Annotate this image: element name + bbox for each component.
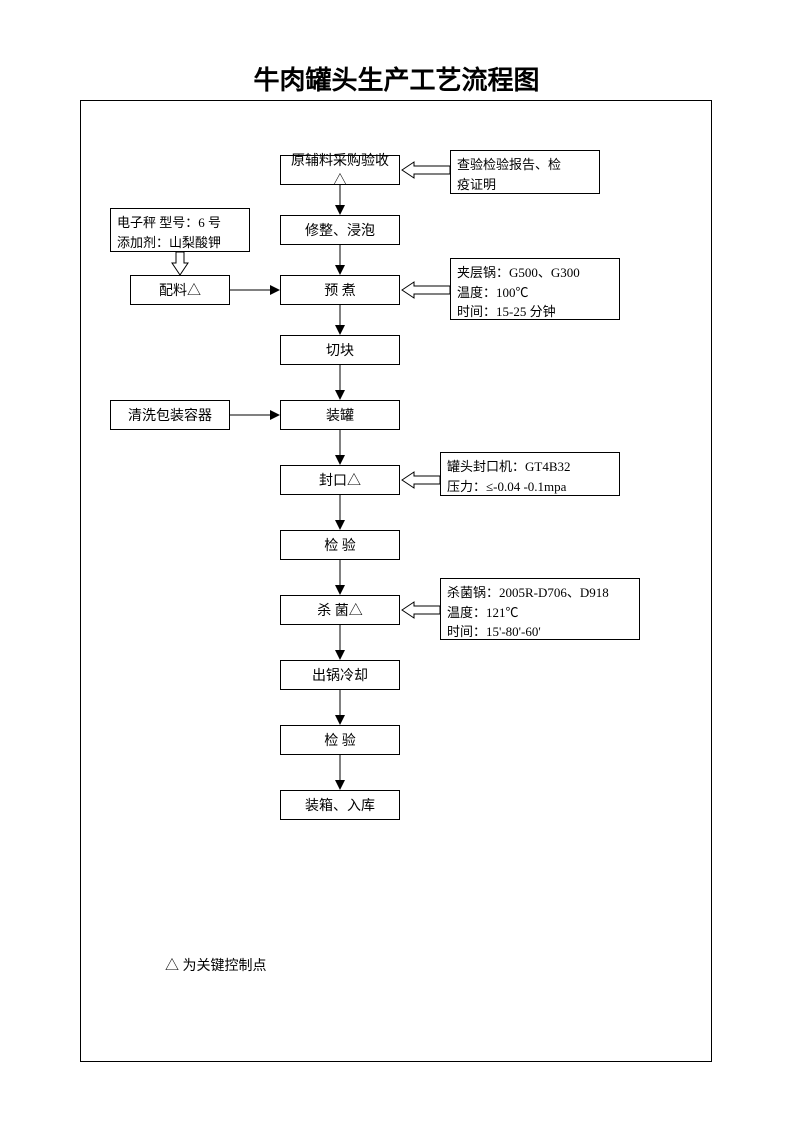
note-line: 温度：121℃: [447, 603, 633, 623]
node-fill: 装罐: [280, 400, 400, 430]
node-inspect1: 检 验: [280, 530, 400, 560]
node-cool: 出锅冷却: [280, 660, 400, 690]
legend-text: △ 为关键控制点: [165, 955, 267, 975]
node-pack: 装箱、入库: [280, 790, 400, 820]
note-line: 罐头封口机：GT4B32: [447, 457, 613, 477]
note-line: 疫证明: [457, 175, 593, 195]
note-line: 杀菌锅：2005R-D706、D918: [447, 583, 633, 603]
node-steril: 杀 菌△: [280, 595, 400, 625]
page-title: 牛肉罐头生产工艺流程图: [0, 60, 793, 97]
note-line: 温度：100℃: [457, 283, 613, 303]
note-n_precook: 夹层锅：G500、G300温度：100℃时间：15-25 分钟: [450, 258, 620, 320]
note-n_raw: 查验检验报告、检疫证明: [450, 150, 600, 194]
node-precook: 预 煮: [280, 275, 400, 305]
node-trim: 修整、浸泡: [280, 215, 400, 245]
node-ingred: 配料△: [130, 275, 230, 305]
node-wash: 清洗包装容器: [110, 400, 230, 430]
note-line: 夹层锅：G500、G300: [457, 263, 613, 283]
node-seal: 封口△: [280, 465, 400, 495]
note-line: 压力：≤-0.04 -0.1mpa: [447, 477, 613, 497]
note-line: 电子秤 型号：6 号: [117, 213, 243, 233]
note-n_scale: 电子秤 型号：6 号添加剂：山梨酸钾: [110, 208, 250, 252]
note-line: 查验检验报告、检: [457, 155, 593, 175]
note-line: 时间：15-25 分钟: [457, 302, 613, 322]
note-n_steril: 杀菌锅：2005R-D706、D918温度：121℃时间：15'-80'-60': [440, 578, 640, 640]
note-n_seal: 罐头封口机：GT4B32 压力：≤-0.04 -0.1mpa: [440, 452, 620, 496]
node-inspect2: 检 验: [280, 725, 400, 755]
node-raw: 原辅料采购验收△: [280, 155, 400, 185]
note-line: 添加剂：山梨酸钾: [117, 233, 243, 253]
note-line: 时间：15'-80'-60': [447, 622, 633, 642]
node-cut: 切块: [280, 335, 400, 365]
page: 牛肉罐头生产工艺流程图 △ 为关键控制点 原辅料采购验收△ 修整、浸泡预 煮切块装…: [0, 0, 793, 1122]
